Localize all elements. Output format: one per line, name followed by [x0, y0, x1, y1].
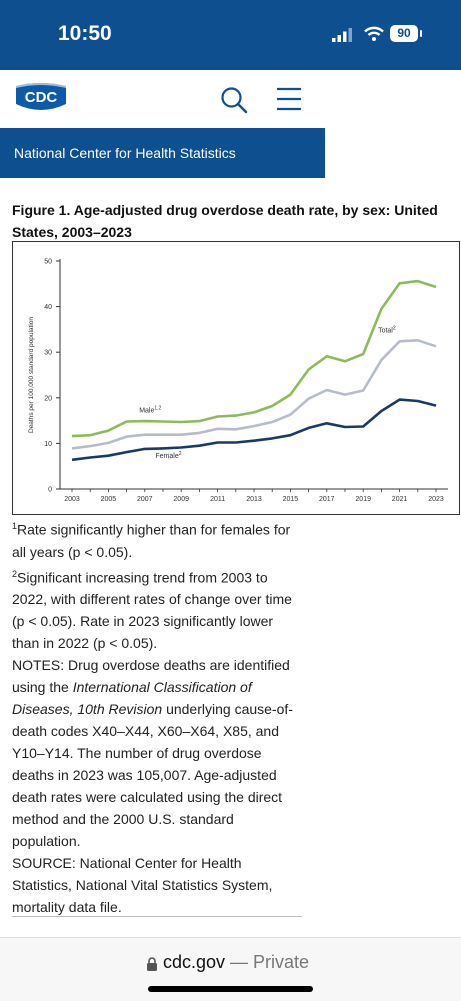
y-tick-label: 20: [44, 395, 52, 402]
x-tick-label: 2005: [101, 496, 117, 503]
cdc-logo[interactable]: CDC: [12, 82, 70, 114]
series-label-male: Male1,2: [139, 405, 161, 414]
lock-icon: [147, 957, 157, 971]
cdc-logo-text: CDC: [25, 89, 58, 106]
nchs-banner[interactable]: National Center for Health Statistics: [0, 128, 325, 178]
x-tick-label: 2009: [173, 496, 189, 503]
divider: [12, 916, 302, 917]
footnote-2: 2Significant increasing trend from 2003 …: [12, 568, 292, 652]
series-line-male: [71, 279, 437, 438]
footnote-2-text: Significant increasing trend from 2003 t…: [12, 569, 292, 652]
signal-icon: [332, 28, 352, 42]
chart-axes: 0 10 20 30 40 50 Deaths per 100,000 standard p…: [28, 259, 448, 503]
home-indicator[interactable]: [148, 986, 313, 992]
y-tick-label: 40: [44, 304, 52, 311]
battery-nub: [420, 30, 422, 37]
notes-rest: underlying cause-of-death codes X40–X44,…: [12, 701, 293, 850]
header-right-area: [325, 70, 461, 128]
x-tick-label: 2019: [355, 496, 371, 503]
series-label-female: Female2: [155, 451, 181, 460]
icd-title: International Classification of Diseases…: [12, 679, 252, 718]
url-display[interactable]: cdc.gov — Private: [163, 952, 309, 973]
site-header: CDC: [0, 70, 325, 129]
footnote-1-text: Rate significantly higher than for femal…: [12, 521, 291, 560]
x-tick-label: 2003: [64, 496, 80, 503]
status-time: 10:50: [58, 22, 112, 45]
figure-notes: 1Rate significantly higher than for fema…: [12, 515, 302, 918]
x-tick-label: 2017: [319, 496, 335, 503]
notes-paragraph: NOTES: Drug overdose deaths are identifi…: [12, 654, 302, 852]
y-tick-label: 10: [44, 441, 52, 448]
x-tick-label: 2013: [246, 496, 262, 503]
chart-svg: 0 10 20 30 40 50 Deaths per 100,000 standard p…: [28, 259, 448, 503]
y-tick-label: 30: [44, 350, 52, 357]
chart-frame: 0 10 20 30 40 50 Deaths per 100,000 standard p…: [12, 241, 460, 515]
y-axis-label: Deaths per 100,000 standard population: [28, 317, 35, 433]
footnote-1: 1Rate significantly higher than for fema…: [12, 521, 291, 560]
battery-indicator: 90: [390, 25, 418, 42]
source-note: SOURCE: National Center for Health Stati…: [12, 855, 273, 916]
figure-title: Figure 1. Age-adjusted drug overdose dea…: [12, 202, 438, 240]
wifi-icon: [364, 26, 384, 41]
x-tick-label: 2007: [137, 496, 153, 503]
series-line-total: [71, 339, 437, 450]
series-line-female: [71, 398, 437, 462]
chart-series-labels: Male1,2 Total2 Female2: [139, 326, 396, 460]
series-label-total: Total2: [378, 326, 396, 335]
nchs-banner-title: National Center for Health Statistics: [14, 145, 236, 161]
y-tick-label: 50: [44, 259, 52, 266]
search-icon[interactable]: [220, 86, 248, 114]
status-bar: 10:50 90: [0, 0, 461, 70]
hamburger-menu-icon[interactable]: [276, 87, 302, 111]
x-tick-label: 2011: [210, 496, 225, 503]
x-tick-label: 2021: [392, 496, 408, 503]
url-domain: cdc.gov: [163, 952, 226, 972]
private-mode-label: — Private: [225, 952, 310, 972]
x-tick-label: 2015: [283, 496, 299, 503]
y-tick-label: 0: [48, 487, 52, 494]
notes-label: NOTES: Drug overdose deaths are identifi…: [12, 657, 290, 696]
x-tick-label: 2023: [428, 496, 444, 503]
chart-lines: [71, 279, 437, 462]
browser-address-bar[interactable]: cdc.gov — Private: [0, 937, 461, 1001]
